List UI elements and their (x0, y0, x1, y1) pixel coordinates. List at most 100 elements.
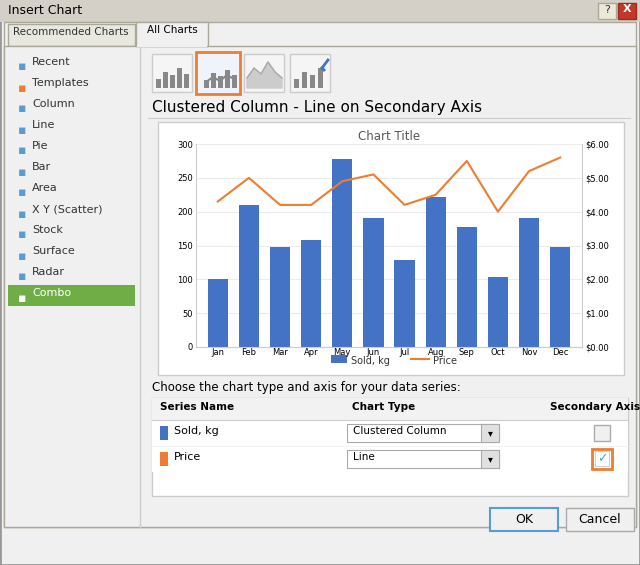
Bar (270, 247, 290, 347)
Bar (566, 508, 634, 531)
Text: X Y (Scatter): X Y (Scatter) (32, 204, 102, 214)
Text: Recent: Recent (32, 57, 70, 67)
Bar (481, 424, 499, 442)
Text: Secondary Axis: Secondary Axis (550, 402, 640, 412)
Text: Sold, kg: Sold, kg (351, 356, 390, 366)
Text: ✓: ✓ (596, 453, 607, 466)
Bar (302, 72, 307, 88)
Bar (160, 452, 168, 466)
Text: ▪: ▪ (18, 250, 26, 263)
Bar (184, 74, 189, 88)
Polygon shape (247, 62, 282, 88)
Text: ▪: ▪ (18, 207, 26, 220)
Bar (160, 426, 168, 440)
Bar (177, 68, 182, 88)
Bar (239, 205, 259, 347)
Text: All Charts: All Charts (147, 25, 197, 35)
Text: Pie: Pie (32, 141, 49, 151)
Text: Clustered Column: Clustered Column (353, 426, 447, 436)
Bar (364, 219, 383, 347)
Bar (207, 279, 228, 347)
Bar (488, 277, 508, 347)
Bar (318, 68, 323, 88)
Bar (595, 451, 609, 466)
Text: Choose the chart type and axis for your data series:: Choose the chart type and axis for your … (152, 381, 461, 394)
Text: ▾: ▾ (488, 454, 492, 464)
Bar (163, 72, 168, 88)
Bar (8, 24, 135, 46)
Bar (426, 197, 446, 347)
Bar (152, 420, 628, 446)
Text: Templates: Templates (32, 78, 88, 88)
Text: Price: Price (174, 452, 201, 462)
Text: Sold, kg: Sold, kg (174, 426, 219, 436)
Text: Surface: Surface (32, 246, 75, 256)
Text: Price: Price (433, 356, 457, 366)
Bar (331, 355, 347, 363)
Text: Chart Type: Chart Type (352, 402, 415, 412)
Bar (244, 54, 284, 92)
Text: Radar: Radar (32, 267, 65, 277)
Text: ▪: ▪ (18, 102, 26, 115)
Bar (4, 46, 636, 527)
Text: Series Name: Series Name (160, 402, 234, 412)
Bar (232, 75, 237, 88)
Bar (290, 54, 330, 92)
Text: ▪: ▪ (18, 166, 26, 179)
Bar (301, 240, 321, 347)
Text: Recommended Charts: Recommended Charts (13, 27, 129, 37)
Bar (519, 219, 539, 347)
Bar (137, 45, 207, 47)
Text: ▾: ▾ (488, 428, 492, 438)
Bar (211, 73, 216, 88)
Bar (158, 122, 624, 375)
Text: Area: Area (32, 183, 58, 193)
Text: Stock: Stock (32, 225, 63, 235)
Bar (618, 3, 636, 19)
Text: ▪: ▪ (18, 186, 26, 199)
Bar (4, 22, 636, 527)
Bar (598, 3, 616, 19)
Text: ▪: ▪ (18, 292, 26, 305)
Bar (347, 424, 499, 442)
Text: Insert Chart: Insert Chart (8, 4, 82, 17)
Text: ▪: ▪ (18, 228, 26, 241)
Text: Line: Line (32, 120, 56, 130)
Text: ▪: ▪ (18, 145, 26, 158)
Bar (594, 425, 610, 441)
Text: Clustered Column - Line on Secondary Axis: Clustered Column - Line on Secondary Axi… (152, 100, 482, 115)
Text: X: X (623, 4, 631, 14)
Text: Bar: Bar (32, 162, 51, 172)
Text: ▪: ▪ (18, 81, 26, 94)
Bar (196, 52, 240, 94)
Text: ▪: ▪ (18, 271, 26, 284)
Text: Line: Line (353, 452, 375, 462)
Bar (152, 398, 628, 420)
Text: ▪: ▪ (18, 60, 26, 73)
Bar (310, 75, 315, 88)
Bar (332, 159, 353, 347)
Bar (347, 450, 499, 468)
Bar (592, 449, 612, 469)
Bar (294, 79, 299, 88)
Title: Chart Title: Chart Title (358, 130, 420, 143)
Bar (170, 75, 175, 88)
Bar (457, 227, 477, 347)
Bar (204, 80, 209, 88)
Bar (225, 70, 230, 88)
Bar (218, 76, 223, 88)
Bar (490, 508, 558, 531)
Bar (152, 54, 192, 92)
Bar (8, 285, 135, 306)
Text: Combo: Combo (32, 288, 71, 298)
Text: OK: OK (515, 513, 533, 526)
Bar (152, 398, 628, 496)
Text: ▪: ▪ (18, 124, 26, 137)
Bar (394, 260, 415, 347)
Text: ?: ? (604, 5, 610, 15)
Bar (0, 0, 640, 22)
Bar (156, 79, 161, 88)
Bar (136, 22, 208, 46)
Bar (481, 450, 499, 468)
Bar (152, 446, 628, 472)
